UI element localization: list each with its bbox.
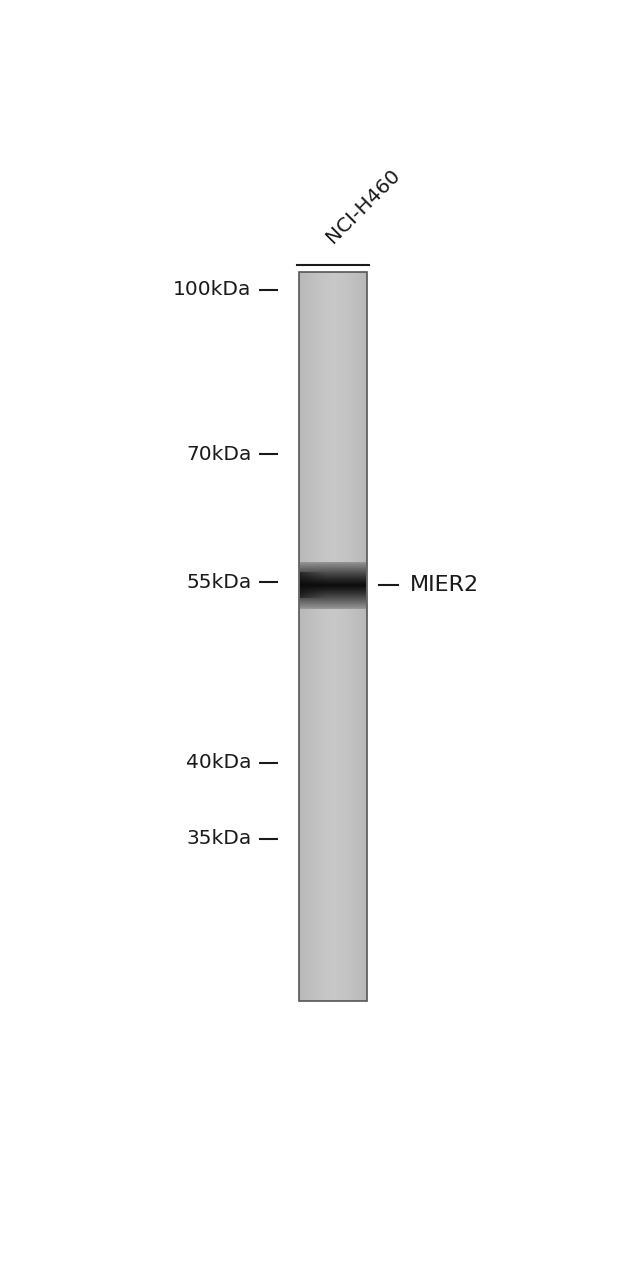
Bar xyxy=(300,271,367,1001)
Text: 100kDa: 100kDa xyxy=(173,280,251,300)
Text: 35kDa: 35kDa xyxy=(186,829,251,849)
Text: 55kDa: 55kDa xyxy=(186,573,251,591)
Text: NCI-H460: NCI-H460 xyxy=(322,166,404,247)
Text: 70kDa: 70kDa xyxy=(186,444,251,463)
Text: MIER2: MIER2 xyxy=(411,575,480,595)
Text: 40kDa: 40kDa xyxy=(186,753,251,772)
